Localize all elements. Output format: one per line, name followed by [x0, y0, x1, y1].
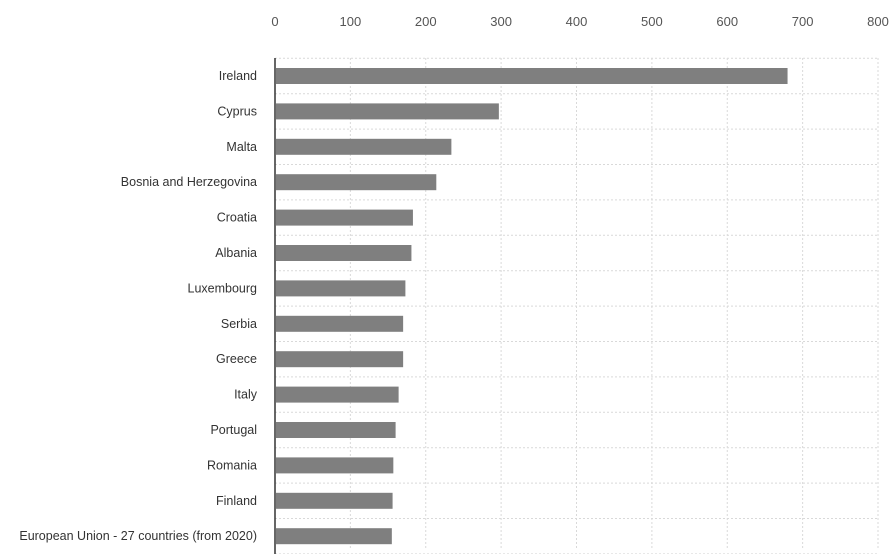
category-label: Croatia	[217, 211, 257, 225]
x-tick-label-300: 300	[490, 14, 512, 29]
bar-romania[interactable]	[276, 457, 394, 474]
bars-layer	[276, 68, 788, 545]
x-tick-label-0: 0	[271, 14, 278, 29]
category-label: Serbia	[221, 317, 257, 331]
bar-ireland[interactable]	[276, 68, 788, 84]
bar-portugal[interactable]	[276, 422, 396, 438]
category-label: Romania	[207, 458, 257, 472]
bar-albania[interactable]	[276, 245, 412, 261]
category-label: Finland	[216, 494, 257, 508]
x-axis-tick-labels: 0 100 200 300 400 500 600 700 800	[271, 14, 888, 29]
bar-finland[interactable]	[276, 492, 393, 509]
category-label: Albania	[215, 246, 257, 260]
x-tick-label-100: 100	[340, 14, 362, 29]
category-label: Malta	[226, 140, 257, 154]
bar-croatia[interactable]	[276, 209, 413, 226]
x-tick-label-600: 600	[716, 14, 738, 29]
x-tick-label-200: 200	[415, 14, 437, 29]
x-tick-label-700: 700	[792, 14, 814, 29]
category-label: Cyprus	[217, 104, 257, 118]
bar-serbia[interactable]	[276, 315, 404, 332]
category-label: Bosnia and Herzegovina	[121, 175, 257, 189]
category-label: Italy	[234, 388, 258, 402]
x-tick-label-500: 500	[641, 14, 663, 29]
category-label: Luxembourg	[188, 281, 258, 295]
grid-layer	[275, 57, 879, 554]
category-label: European Union - 27 countries (from 2020…	[19, 529, 257, 543]
x-tick-label-400: 400	[566, 14, 588, 29]
bar-luxembourg[interactable]	[276, 280, 406, 297]
bar-italy[interactable]	[276, 386, 399, 403]
y-axis-category-labels: Ireland Cyprus Malta Bosnia and Herzegovina…	[19, 69, 257, 543]
x-tick-label-800: 800	[867, 14, 889, 29]
bar-bosnia-and-herzegovina[interactable]	[276, 174, 437, 191]
bar-malta[interactable]	[276, 138, 452, 155]
bar-greece[interactable]	[276, 351, 404, 368]
category-label: Portugal	[210, 423, 257, 437]
category-label: Greece	[216, 352, 257, 366]
bar-european-union-27-countries-from-2020[interactable]	[276, 528, 392, 545]
bar-cyprus[interactable]	[276, 103, 499, 120]
category-label: Ireland	[219, 69, 257, 83]
